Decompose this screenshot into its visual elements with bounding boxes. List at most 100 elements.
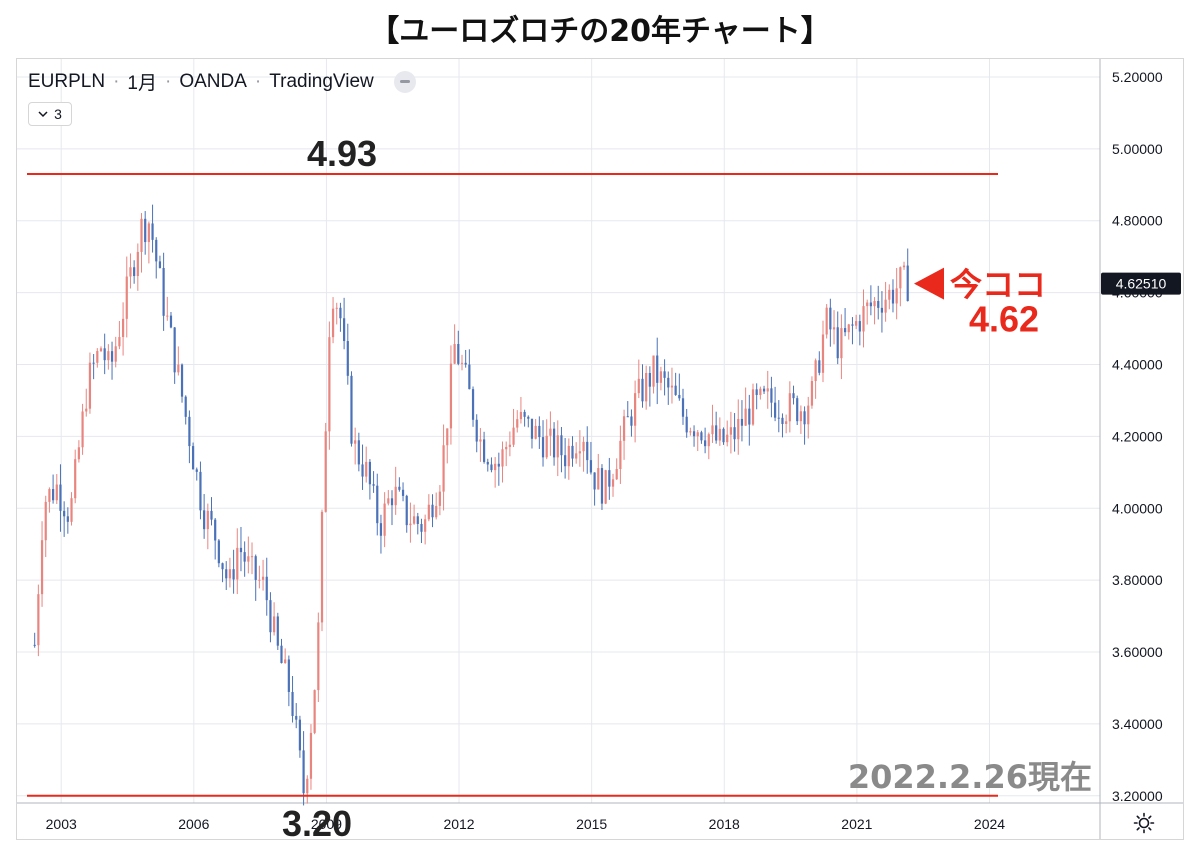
candle-body [586, 441, 589, 461]
candle-body [818, 360, 821, 373]
candle-body [718, 428, 721, 441]
candle-body [567, 445, 570, 467]
candle-body [320, 511, 324, 623]
x-tick-label: 2021 [841, 816, 872, 832]
candle-body [847, 324, 850, 333]
candle-body [634, 393, 637, 426]
candle-body [162, 267, 165, 316]
candle-body [265, 576, 268, 601]
candle-body [40, 540, 44, 595]
candle-body [722, 428, 725, 443]
candle-body [556, 435, 559, 458]
candle-body [195, 469, 198, 472]
candle-body [236, 547, 239, 580]
candle-body [608, 470, 611, 487]
candle-body [206, 510, 209, 530]
candle-body [899, 267, 902, 289]
legend-broker: OANDA [179, 70, 247, 92]
candle-body [302, 750, 305, 794]
x-tick-label: 2012 [443, 816, 474, 832]
candle-body [151, 223, 154, 240]
candle-body [313, 690, 316, 733]
candle-body [711, 425, 714, 435]
candle-body [891, 289, 895, 304]
candles-group [33, 204, 909, 806]
legend-symbol[interactable]: EURPLN [28, 70, 106, 92]
candle-body [88, 362, 92, 409]
candle-body [622, 416, 626, 441]
candle-body [670, 385, 674, 388]
legend-separator: · [113, 70, 120, 92]
candle-body [291, 691, 294, 716]
candle-body [696, 432, 699, 437]
candle-body [770, 388, 773, 403]
candle-body [99, 348, 103, 352]
candle-body [659, 371, 663, 383]
candle-body [637, 378, 640, 394]
candle-body [442, 445, 445, 492]
candle-body [269, 600, 272, 633]
candle-body [582, 441, 585, 452]
candle-body [744, 408, 747, 426]
candle-body [726, 434, 729, 443]
candle-body [155, 239, 158, 262]
candle-body [497, 463, 500, 467]
candle-body [460, 362, 464, 364]
candle-body [383, 503, 386, 536]
candle-body [604, 470, 607, 504]
candle-body [188, 416, 191, 447]
candle-body [737, 418, 740, 440]
candle-body [379, 523, 383, 536]
candle-body [866, 302, 869, 307]
candle-body [519, 411, 523, 420]
candle-body [328, 337, 331, 432]
candle-body [96, 351, 99, 363]
candle-body [169, 315, 173, 328]
x-tick-label: 2015 [576, 816, 607, 832]
collapse-count: 3 [54, 106, 62, 122]
candle-body [851, 324, 854, 326]
y-tick-label: 4.40000 [1112, 357, 1163, 373]
candle-body [225, 569, 228, 579]
candle-body [81, 411, 84, 448]
candle-body [114, 346, 117, 362]
sun-gear-icon[interactable] [1133, 812, 1155, 834]
y-tick-label: 4.00000 [1112, 500, 1163, 516]
y-tick-label: 5.20000 [1112, 69, 1163, 85]
candle-body [534, 425, 537, 439]
x-tick-label: 2006 [178, 816, 209, 832]
candle-body [177, 364, 180, 373]
candle-body [873, 301, 876, 307]
candle-body [715, 425, 718, 441]
candle-body [339, 307, 342, 319]
candle-body [814, 360, 817, 382]
candle-body [626, 416, 629, 418]
eye-off-icon[interactable] [393, 70, 416, 93]
candle-body [416, 516, 419, 524]
candle-body [840, 328, 843, 359]
candle-body [350, 375, 353, 444]
candle-body [394, 486, 397, 506]
candle-body [523, 411, 526, 417]
candle-body [704, 440, 707, 447]
candle-body [464, 362, 467, 365]
candle-body [762, 388, 766, 392]
candle-body [121, 318, 125, 338]
candle-body [689, 431, 692, 433]
candle-body [180, 364, 184, 397]
now-value: 4.62 [969, 299, 1039, 340]
candle-body [486, 461, 489, 465]
candle-body [287, 659, 290, 692]
candle-body [501, 449, 504, 467]
candle-body [740, 418, 744, 426]
candle-body [435, 505, 438, 518]
candle-body [733, 427, 736, 440]
candle-body [306, 778, 309, 794]
candle-body [420, 523, 423, 532]
candle-body [615, 469, 618, 480]
legend-interval[interactable]: 1月 [127, 73, 157, 94]
indicator-collapse-button[interactable]: 3 [28, 102, 72, 126]
high-annotation: 4.93 [307, 133, 377, 174]
candle-body [147, 223, 150, 243]
